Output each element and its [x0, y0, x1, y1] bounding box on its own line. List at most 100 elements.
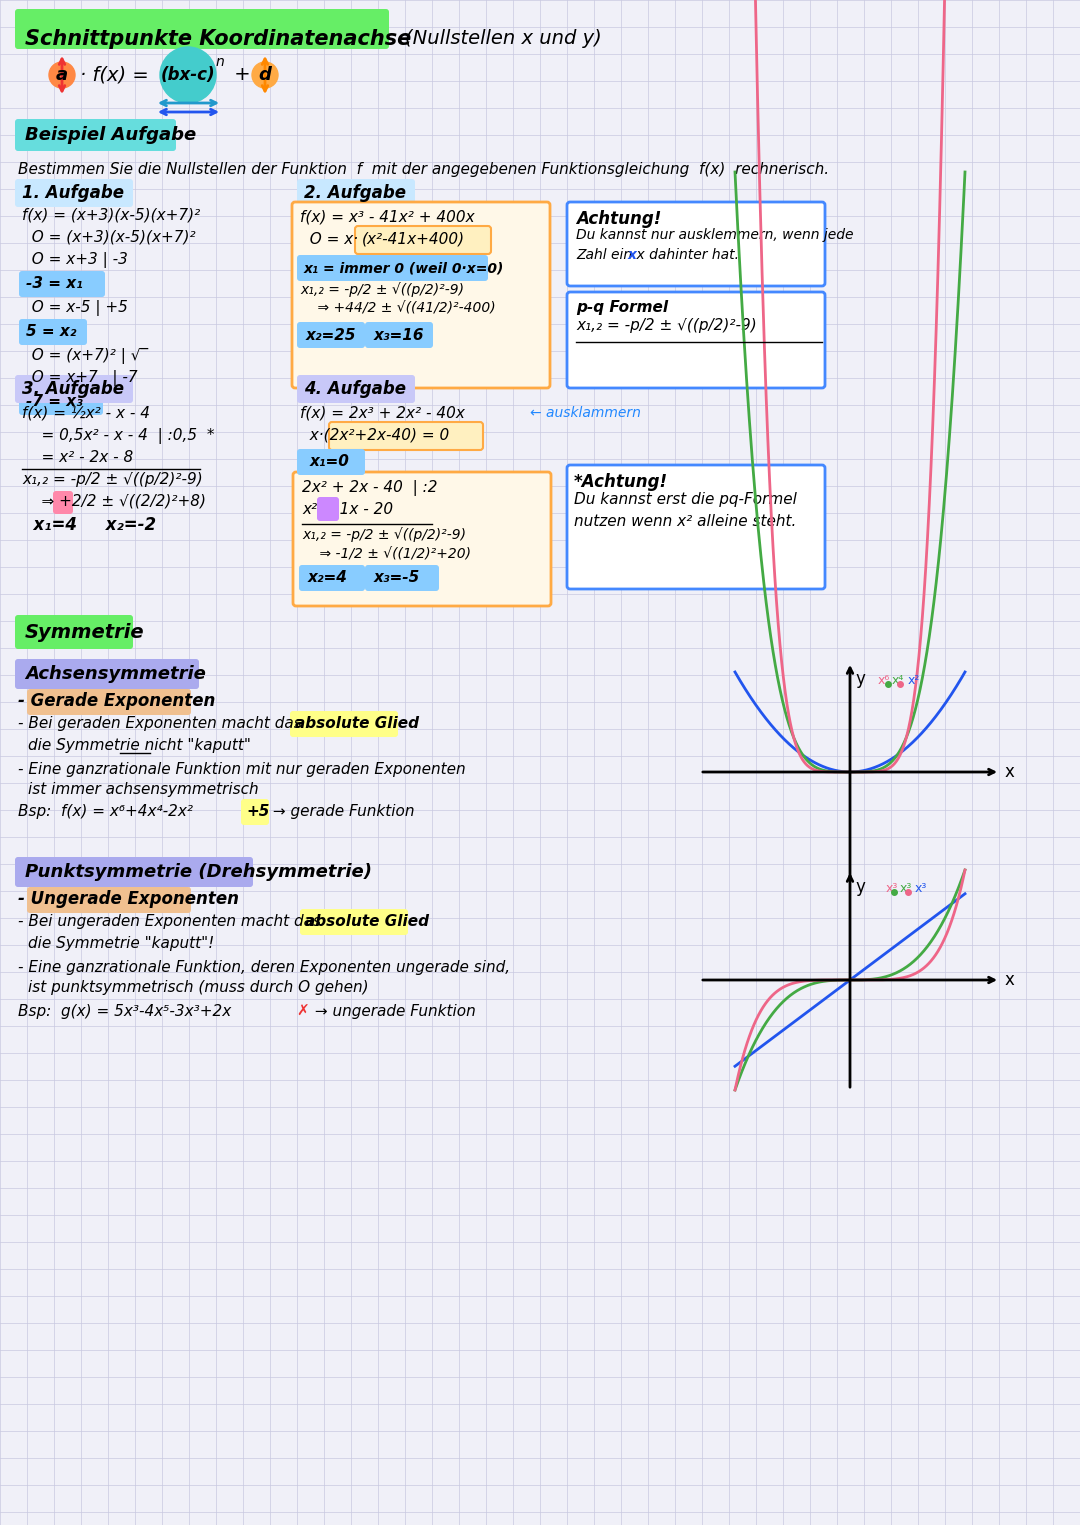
Text: - Bei ungeraden Exponenten macht das: - Bei ungeraden Exponenten macht das [18, 913, 326, 929]
Text: x³: x³ [886, 881, 899, 895]
Text: 4. Aufgabe: 4. Aufgabe [303, 380, 406, 398]
Text: x³: x³ [915, 881, 928, 895]
Text: x₁ = immer 0 (weil 0·x=0): x₁ = immer 0 (weil 0·x=0) [303, 261, 504, 274]
FancyBboxPatch shape [15, 615, 133, 650]
FancyBboxPatch shape [329, 422, 483, 450]
Text: Du kannst nur ausklemmern, wenn jede: Du kannst nur ausklemmern, wenn jede [576, 229, 853, 242]
Text: 2. Aufgabe: 2. Aufgabe [303, 185, 406, 201]
Circle shape [160, 47, 216, 104]
Text: x₃=-5: x₃=-5 [374, 570, 420, 586]
FancyBboxPatch shape [15, 178, 133, 207]
FancyBboxPatch shape [15, 375, 133, 403]
Text: x₂=25: x₂=25 [306, 328, 356, 343]
Text: Symmetrie: Symmetrie [25, 622, 145, 642]
Text: f(x) = (x+3)(x-5)(x+7)²: f(x) = (x+3)(x-5)(x+7)² [22, 207, 200, 223]
Text: x₁=4     x₂=-2: x₁=4 x₂=-2 [22, 515, 157, 534]
Text: die Symmetrie "kaputt"!: die Symmetrie "kaputt"! [28, 936, 214, 952]
FancyBboxPatch shape [19, 271, 105, 297]
FancyBboxPatch shape [365, 564, 438, 592]
Text: O = (x+7)² | √‾: O = (x+7)² | √‾ [22, 348, 148, 364]
Text: O = x-5 | +5: O = x-5 | +5 [22, 300, 127, 316]
Circle shape [252, 63, 278, 88]
Text: ← ausklammern: ← ausklammern [530, 406, 640, 419]
FancyBboxPatch shape [15, 857, 253, 888]
Text: Bsp:  f(x) = x⁶+4x⁴-2x²: Bsp: f(x) = x⁶+4x⁴-2x² [18, 804, 198, 819]
Text: x²: x² [908, 674, 920, 686]
Text: Achtung!: Achtung! [576, 210, 661, 229]
FancyBboxPatch shape [318, 497, 339, 522]
FancyBboxPatch shape [299, 564, 365, 592]
Text: = 0,5x² - x - 4  | :0,5  *: = 0,5x² - x - 4 | :0,5 * [22, 429, 215, 444]
Text: - Eine ganzrationale Funktion, deren Exponenten ungerade sind,: - Eine ganzrationale Funktion, deren Exp… [18, 961, 510, 974]
FancyBboxPatch shape [291, 711, 399, 737]
Text: x₁,₂ = -p/2 ± √((p/2)²-9): x₁,₂ = -p/2 ± √((p/2)²-9) [576, 319, 757, 332]
Text: x⁴: x⁴ [892, 674, 904, 686]
Text: x₁,₂ = -p/2 ± √((p/2)²-9): x₁,₂ = -p/2 ± √((p/2)²-9) [300, 282, 464, 297]
Text: -3 = x₁: -3 = x₁ [26, 276, 83, 291]
Text: O = (x+3)(x-5)(x+7)²: O = (x+3)(x-5)(x+7)² [22, 230, 195, 246]
Text: → gerade Funktion: → gerade Funktion [268, 804, 415, 819]
Text: x·(2x²+2x-40) = 0: x·(2x²+2x-40) = 0 [300, 429, 449, 442]
Text: 3. Aufgabe: 3. Aufgabe [22, 380, 124, 398]
Text: +: + [228, 66, 257, 84]
Text: +5: +5 [246, 804, 269, 819]
FancyBboxPatch shape [297, 255, 488, 281]
Text: Beispiel Aufgabe: Beispiel Aufgabe [25, 127, 197, 143]
FancyBboxPatch shape [53, 491, 73, 514]
Text: absolute Glied: absolute Glied [305, 913, 429, 929]
Text: Achsensymmetrie: Achsensymmetrie [25, 665, 206, 683]
Text: Du kannst erst die pq-Formel: Du kannst erst die pq-Formel [573, 493, 797, 506]
Text: f(x) = 2x³ + 2x² - 40x: f(x) = 2x³ + 2x² - 40x [300, 406, 464, 421]
Text: x₃=16: x₃=16 [374, 328, 424, 343]
Text: - Bei geraden Exponenten macht das: - Bei geraden Exponenten macht das [18, 717, 307, 730]
Text: O = x+7   | -7: O = x+7 | -7 [22, 371, 137, 386]
Text: a: a [56, 66, 68, 84]
Text: Bestimmen Sie die Nullstellen der Funktion  f  mit der angegebenen Funktionsglei: Bestimmen Sie die Nullstellen der Funkti… [18, 162, 829, 177]
Text: ⇒ -1/2 ± √((1/2)²+20): ⇒ -1/2 ± √((1/2)²+20) [302, 547, 471, 561]
Text: x₂=4: x₂=4 [308, 570, 348, 586]
Text: x: x [1005, 762, 1015, 781]
Text: die Symmetrie nicht "kaputt": die Symmetrie nicht "kaputt" [28, 738, 251, 753]
Text: y: y [855, 878, 865, 897]
Text: (Nullstellen x und y): (Nullstellen x und y) [405, 29, 602, 47]
FancyBboxPatch shape [15, 9, 389, 49]
FancyBboxPatch shape [297, 448, 365, 474]
Text: x: x [627, 249, 637, 262]
Text: 5 = x₂: 5 = x₂ [26, 325, 77, 340]
Text: 1. Aufgabe: 1. Aufgabe [22, 185, 124, 201]
Text: -7 = x₃: -7 = x₃ [26, 395, 83, 410]
Circle shape [49, 63, 75, 88]
FancyBboxPatch shape [292, 201, 550, 387]
Text: f(x) = x³ - 41x² + 400x: f(x) = x³ - 41x² + 400x [300, 210, 474, 226]
FancyBboxPatch shape [297, 375, 415, 403]
Text: = x² - 2x - 8: = x² - 2x - 8 [22, 450, 133, 465]
Text: · f(x) =: · f(x) = [80, 66, 156, 84]
Text: d: d [258, 66, 271, 84]
FancyBboxPatch shape [15, 119, 176, 151]
Text: x³: x³ [900, 881, 913, 895]
Text: nutzen wenn x² alleine steht.: nutzen wenn x² alleine steht. [573, 514, 796, 529]
Text: O = x+3 | -3: O = x+3 | -3 [22, 252, 127, 268]
FancyBboxPatch shape [27, 888, 191, 913]
FancyBboxPatch shape [297, 322, 365, 348]
Text: Bsp:  g(x) = 5x³-4x⁵-3x³+2x: Bsp: g(x) = 5x³-4x⁵-3x³+2x [18, 1003, 241, 1019]
Text: Schnittpunkte Koordinatenachse: Schnittpunkte Koordinatenachse [25, 29, 411, 49]
FancyBboxPatch shape [27, 689, 191, 715]
FancyBboxPatch shape [567, 291, 825, 387]
FancyBboxPatch shape [355, 226, 491, 255]
Text: Punktsymmetrie (Drehsymmetrie): Punktsymmetrie (Drehsymmetrie) [25, 863, 372, 881]
Text: O = x·: O = x· [300, 232, 359, 247]
Text: (bx-c): (bx-c) [161, 66, 215, 84]
Text: x₁=0: x₁=0 [310, 454, 350, 470]
Text: f(x) = ½x² - x - 4: f(x) = ½x² - x - 4 [22, 406, 150, 421]
Text: ✗: ✗ [296, 1003, 309, 1019]
Text: 2x² + 2x - 40  | :2: 2x² + 2x - 40 | :2 [302, 480, 437, 496]
FancyBboxPatch shape [19, 319, 87, 345]
Text: - Ungerade Exponenten: - Ungerade Exponenten [18, 891, 239, 907]
Text: x⁶: x⁶ [878, 674, 890, 686]
Text: *Achtung!: *Achtung! [573, 473, 669, 491]
FancyBboxPatch shape [297, 178, 415, 207]
FancyBboxPatch shape [293, 473, 551, 605]
Text: x: x [1005, 971, 1015, 990]
Text: absolute Glied: absolute Glied [295, 717, 419, 730]
